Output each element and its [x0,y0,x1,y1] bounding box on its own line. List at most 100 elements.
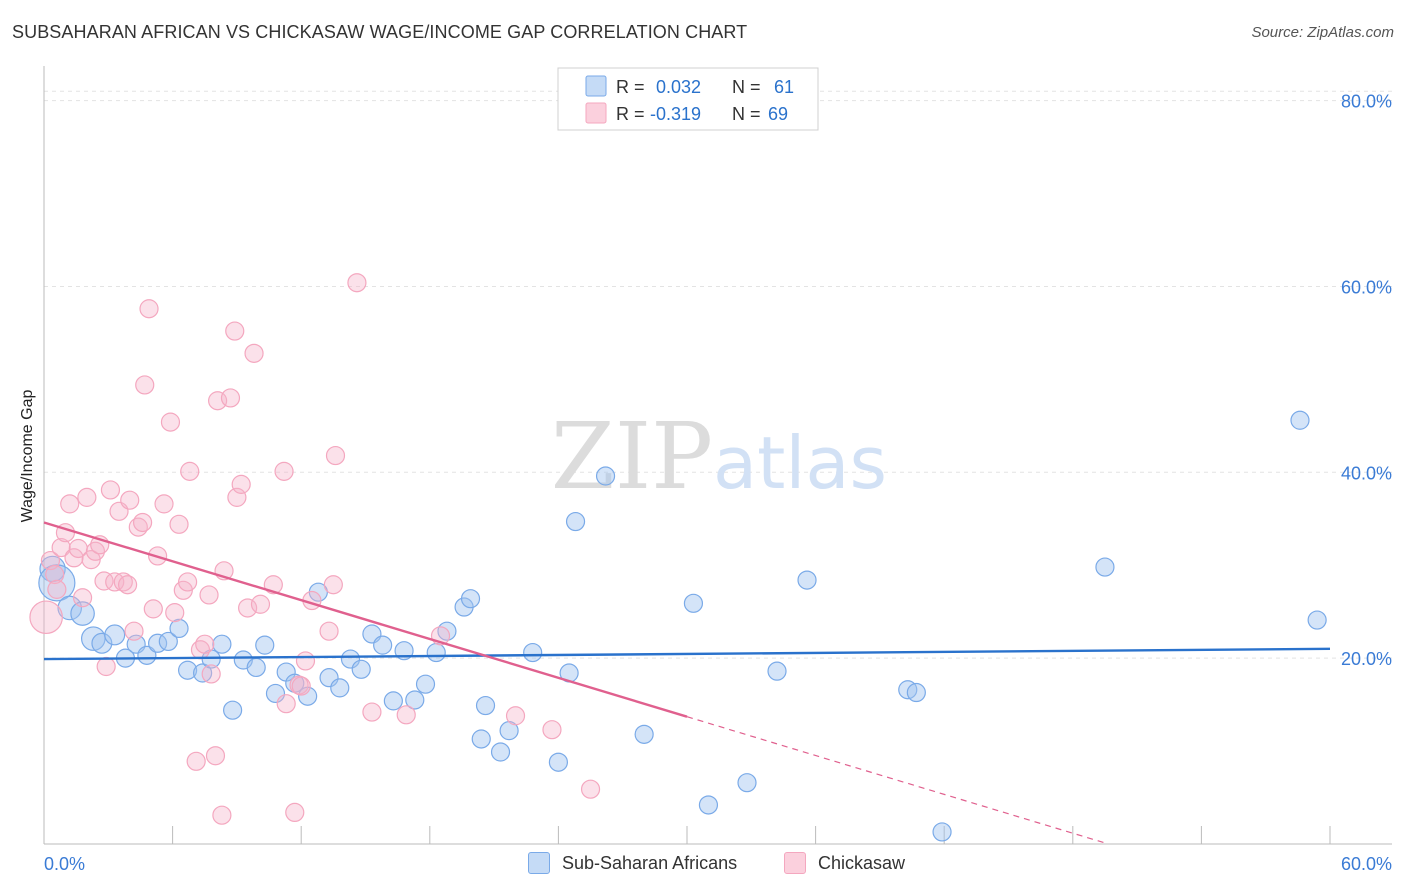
chickasaw-point-2 [45,564,65,585]
legend-item-chickasaw: Chickasaw [784,852,905,874]
chickasaw-point-15 [96,656,116,677]
chickasaw-point-20 [117,575,138,595]
subsaharan-point-45 [548,752,569,772]
chickasaw-point-7 [64,548,84,568]
subsaharan-point-44 [523,642,543,663]
legend-bottom: Sub-Saharan Africans Chickasaw [0,852,1406,878]
subsaharan-point-9 [137,645,157,665]
subsaharan-point-27 [330,678,350,698]
legend-n-value-2: 69 [768,104,788,124]
chickasaw-point-3 [47,579,67,599]
subsaharan-point-3 [70,601,95,626]
subsaharan-point-29 [351,659,371,679]
chickasaw-point-65 [396,705,416,725]
data-points [29,273,1327,842]
subsaharan-point-34 [405,690,425,710]
y-tick-label-20: 20.0% [1341,649,1392,669]
legend-n-value-1: 61 [774,77,794,97]
chickasaw-point-35 [180,461,200,481]
subsaharan-point-19 [246,657,266,678]
subsaharan-point-48 [595,466,616,486]
chickasaw-point-29 [154,494,174,514]
chickasaw-point-64 [362,702,382,722]
chickasaw-point-30 [160,412,181,432]
chickasaw-point-4 [51,537,71,558]
subsaharan-point-40 [471,729,491,749]
chickasaw-point-21 [120,490,140,510]
subsaharan-point-56 [906,682,926,703]
legend-swatch-chickasaw [784,852,806,874]
chickasaw-point-22 [124,621,144,641]
legend-label-chickasaw: Chickasaw [818,852,906,873]
chickasaw-point-62 [325,445,346,466]
subsaharan-point-51 [698,795,719,815]
legend-swatch-pink [585,102,607,124]
x-tick-label-min: 0.0% [44,854,85,874]
grid-lines [44,90,1392,659]
chickasaw-point-26 [139,299,159,319]
subsaharan-point-47 [565,511,586,532]
y-tick-label-60: 60.0% [1341,277,1392,297]
chickasaw-point-50 [244,343,264,363]
subsaharan-point-41 [475,695,496,716]
chickasaw-point-46 [225,321,245,341]
chickasaw-point-54 [276,694,296,714]
chickasaw-point-0 [29,600,63,635]
trend-lines [43,521,1331,845]
legend-r-value-1: 0.032 [656,77,701,97]
chickasaw-point-14 [94,571,114,591]
subsaharan-point-35 [415,674,436,694]
subsaharan-point-17 [223,700,243,720]
subsaharan-point-42 [490,742,511,762]
chickasaw-point-40 [201,664,221,684]
chickasaw-point-36 [186,751,206,771]
subsaharan-point-57 [932,822,952,842]
chickasaw-point-68 [542,720,562,740]
x-tick-label-max: 60.0% [1341,854,1392,874]
chickasaw-point-51 [250,594,271,614]
chickasaw-point-57 [291,676,311,696]
chickasaw-point-63 [347,273,367,293]
chickasaw-point-43 [212,805,232,825]
subsaharan-point-58 [1095,557,1115,577]
subsaharan-point-49 [634,724,654,744]
subsaharan-point-11 [158,631,178,652]
subsaharan-point-60 [1307,610,1327,630]
subsaharan-point-5 [91,632,113,654]
chickasaw-trend-extension [686,716,1108,845]
legend-r-label-1: R = [616,77,645,97]
chickasaw-point-25 [135,375,155,395]
y-tick-label-40: 40.0% [1341,463,1392,483]
chickasaw-point-48 [231,474,251,494]
subsaharan-point-52 [737,773,757,793]
source-label: Source: ZipAtlas.com [1251,24,1394,41]
chickasaw-point-16 [100,480,121,500]
chickasaw-point-34 [178,572,198,592]
subsaharan-trend-line [43,647,1331,661]
chickasaw-point-10 [77,487,97,507]
legend-label-subsaharan: Sub-Saharan Africans [562,852,738,873]
watermark-zip: ZIP [551,403,713,510]
legend-n-label-1: N = [732,77,761,97]
legend-n-label-2: N = [732,104,761,124]
chickasaw-point-49 [238,598,258,618]
legend-r-label-2: R = [616,104,645,124]
chickasaw-point-53 [274,461,294,481]
chickasaw-point-60 [319,621,339,641]
chickasaw-point-31 [165,603,185,623]
chickasaw-point-27 [143,599,163,619]
legend-r-value-2: -0.319 [650,104,701,124]
subsaharan-point-31 [373,635,393,655]
chickasaw-point-58 [295,651,316,671]
watermark: ZIP atlas [551,403,887,510]
chickasaw-point-32 [169,514,189,534]
legend-item-subsaharan: Sub-Saharan Africans [528,852,737,874]
subsaharan-point-59 [1290,410,1310,430]
subsaharan-point-12 [169,618,189,639]
axes [43,66,1392,845]
subsaharan-point-20 [255,635,275,655]
chickasaw-point-6 [60,494,80,514]
tick-labels: 20.0% 40.0% 60.0% 80.0% 0.0% 60.0% [44,92,1392,874]
chickasaw-point-69 [580,779,601,799]
